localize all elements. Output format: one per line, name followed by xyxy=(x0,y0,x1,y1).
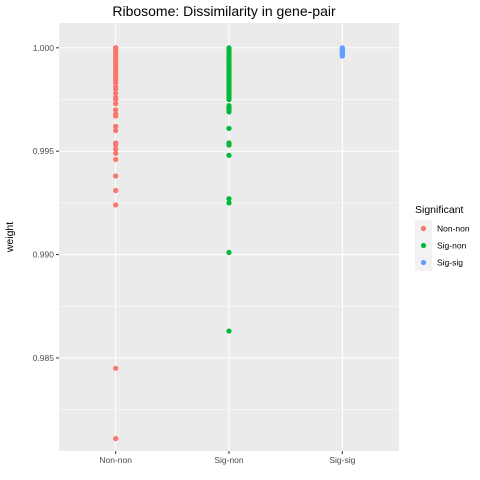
data-points xyxy=(113,45,345,442)
legend-label: Sig-sig xyxy=(437,258,463,268)
data-point-sig-sig xyxy=(339,53,345,59)
data-point-sig-non xyxy=(226,125,232,132)
data-point-non-non xyxy=(113,173,119,179)
data-point-sig-non xyxy=(226,196,232,202)
data-point-sig-non xyxy=(226,328,232,334)
x-tick-label: Non-non xyxy=(99,455,132,465)
legend-label: Sig-non xyxy=(437,241,467,251)
chart-title: Ribosome: Dissimilarity in gene-pair xyxy=(112,3,336,19)
x-axis: Non-non Sig-non Sig-sig xyxy=(99,451,356,465)
x-tick-label: Sig-non xyxy=(214,455,244,465)
data-point-non-non xyxy=(113,127,119,134)
data-point-non-non xyxy=(113,101,119,107)
y-tick-label: 0.985 xyxy=(33,353,55,363)
data-point-sig-non xyxy=(226,200,232,206)
data-point-non-non xyxy=(113,187,119,194)
data-point-non-non xyxy=(113,146,119,152)
data-point-non-non xyxy=(113,107,119,113)
legend-key-point xyxy=(420,225,427,232)
legend-key-point xyxy=(420,242,427,249)
data-point-sig-non xyxy=(226,109,232,115)
data-point-sig-non xyxy=(226,152,232,158)
legend-key-point xyxy=(420,259,427,266)
y-tick-label: 0.995 xyxy=(33,146,55,156)
y-tick-label: 1.000 xyxy=(33,43,55,53)
y-axis: 0.985 0.990 0.995 1.000 xyxy=(33,43,59,363)
x-tick-label: Sig-sig xyxy=(329,455,355,465)
y-axis-title: weight xyxy=(4,222,16,253)
data-point-non-non xyxy=(113,86,119,92)
data-point-non-non xyxy=(113,123,119,129)
legend-label: Non-non xyxy=(437,224,470,234)
data-point-sig-non xyxy=(226,142,232,148)
data-point-non-non xyxy=(113,96,119,103)
data-point-non-non xyxy=(113,80,119,86)
data-point-non-non xyxy=(113,113,119,119)
data-point-non-non xyxy=(113,142,119,148)
data-point-non-non xyxy=(113,90,119,96)
y-tick-label: 0.990 xyxy=(33,250,55,260)
legend: Significant Non-non Sig-non Sig-sig xyxy=(415,204,470,271)
data-point-non-non xyxy=(113,202,119,208)
data-point-non-non xyxy=(113,150,119,156)
legend-title: Significant xyxy=(415,204,464,216)
data-point-non-non xyxy=(113,435,119,442)
data-point-non-non xyxy=(113,365,119,371)
data-point-sig-non xyxy=(226,96,232,103)
data-point-non-non xyxy=(113,156,119,163)
data-point-sig-non xyxy=(226,249,232,256)
